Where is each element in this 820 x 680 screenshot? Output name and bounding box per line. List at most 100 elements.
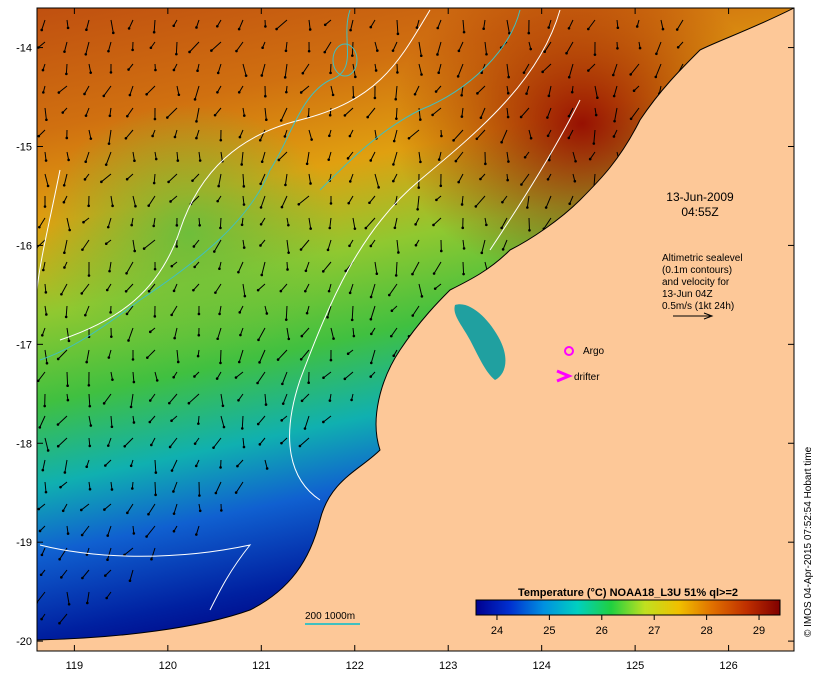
velocity-arrow-head [128, 93, 132, 97]
velocity-arrow [107, 547, 112, 560]
colorbar-tick-label: 26 [596, 625, 608, 637]
velocity-arrow-head [237, 360, 241, 364]
velocity-arrow-head [439, 249, 443, 253]
velocity-arrow [85, 19, 90, 30]
velocity-arrow-head [170, 419, 173, 423]
velocity-arrow-head [106, 444, 110, 447]
velocity-arrow [126, 261, 134, 274]
velocity-arrow [308, 173, 312, 184]
velocity-arrow-head [150, 443, 153, 447]
velocity-arrow-head [63, 471, 67, 474]
velocity-arrow [481, 63, 486, 73]
velocity-arrow-head [153, 117, 157, 121]
velocity-arrow-head [46, 449, 50, 452]
velocity-arrow-head [147, 289, 151, 293]
velocity-arrow [462, 261, 465, 275]
velocity-arrow-head [461, 226, 465, 230]
velocity-arrow [526, 85, 530, 94]
velocity-arrow-head [170, 264, 174, 268]
velocity-arrow-head [172, 289, 176, 293]
velocity-arrow-head [129, 405, 133, 409]
velocity-arrow [330, 85, 334, 95]
velocity-arrow-head [110, 425, 114, 429]
velocity-arrow [219, 217, 222, 228]
velocity-arrow-head [368, 201, 371, 205]
velocity-arrow [214, 283, 222, 293]
velocity-arrow-head [215, 24, 219, 28]
velocity-arrow [548, 85, 552, 96]
velocity-arrow [259, 349, 266, 363]
velocity-arrow [80, 503, 90, 511]
velocity-arrow [88, 437, 91, 446]
velocity-arrow [526, 195, 530, 208]
velocity-arrow-head [172, 375, 175, 379]
lon-tick-label: 124 [532, 660, 550, 672]
velocity-arrow [370, 283, 376, 298]
velocity-arrow-head [327, 289, 331, 293]
velocity-arrow [655, 63, 662, 78]
velocity-arrow-head [192, 288, 195, 292]
velocity-arrow-head [259, 244, 262, 247]
velocity-arrow [281, 195, 288, 208]
velocity-arrow-head [172, 490, 175, 493]
colorbar-bar [475, 599, 781, 616]
velocity-arrow [286, 327, 290, 339]
velocity-arrow-head [175, 224, 179, 227]
velocity-arrow [330, 327, 335, 339]
velocity-arrow [462, 239, 465, 249]
velocity-arrow [395, 107, 398, 119]
velocity-arrow-head [234, 491, 238, 494]
velocity-arrow-head [326, 248, 330, 252]
velocity-arrow-head [352, 334, 356, 338]
velocity-arrow [241, 151, 244, 165]
argo-label: Argo [583, 346, 605, 357]
velocity-arrow-head [432, 223, 435, 227]
velocity-arrow-head [594, 113, 598, 117]
velocity-arrow [612, 63, 618, 76]
velocity-arrow-head [172, 24, 176, 28]
velocity-arrow-head [66, 26, 70, 30]
velocity-arrow-head [237, 399, 240, 402]
velocity-arrow [44, 349, 48, 364]
platform-legend: Argo drifter [556, 346, 605, 383]
velocity-arrow-head [260, 160, 264, 164]
velocity-arrow-head [327, 158, 331, 161]
velocity-arrow-head [573, 179, 577, 183]
velocity-arrow-head [42, 268, 45, 272]
velocity-arrow [393, 129, 398, 142]
velocity-arrow [304, 415, 310, 429]
velocity-arrow-head [41, 468, 45, 472]
velocity-arrow [483, 19, 486, 29]
velocity-arrow-head [546, 177, 550, 181]
velocity-arrow-head [193, 442, 197, 445]
velocity-arrow [521, 173, 530, 185]
velocity-arrow-head [104, 574, 107, 577]
velocity-arrow-head [329, 358, 333, 362]
velocity-arrow-head [439, 184, 443, 188]
velocity-arrow-head [431, 113, 434, 117]
velocity-arrow-head [476, 92, 479, 95]
velocity-arrow-head [240, 427, 244, 430]
velocity-arrow [105, 151, 112, 165]
velocity-arrow-head [131, 358, 135, 361]
velocity-arrow-head [152, 224, 156, 228]
velocity-arrow [392, 151, 398, 165]
velocity-arrow [351, 41, 354, 56]
velocity-arrow-head [219, 226, 222, 230]
velocity-arrow [298, 195, 310, 205]
velocity-arrow [349, 283, 354, 293]
velocity-arrow-head [240, 163, 243, 166]
velocity-arrow-head [326, 315, 329, 319]
velocity-arrow-head [193, 265, 196, 269]
lat-tick-label: -19 [16, 537, 32, 549]
velocity-arrow [286, 239, 290, 253]
velocity-arrow [264, 393, 267, 405]
velocity-arrow [85, 107, 90, 116]
velocity-arrow-head [369, 375, 373, 378]
velocity-arrow [349, 173, 354, 182]
velocity-arrow [66, 19, 69, 28]
velocity-arrow [304, 283, 310, 292]
velocity-arrow-head [104, 464, 107, 467]
velocity-arrow [390, 327, 398, 337]
velocity-arrow-head [44, 159, 48, 162]
